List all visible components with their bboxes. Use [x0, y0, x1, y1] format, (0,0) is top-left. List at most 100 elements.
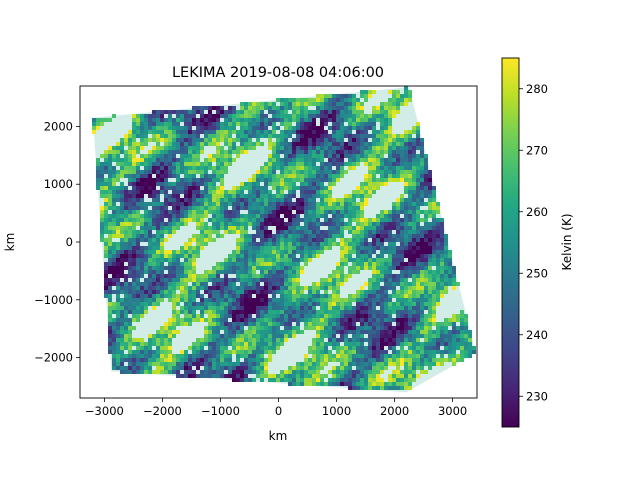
- heatmap-cell: [228, 214, 232, 218]
- heatmap-cell: [424, 214, 428, 218]
- heatmap-cell: [204, 306, 208, 310]
- heatmap-cell: [384, 230, 388, 234]
- heatmap-cell: [284, 102, 288, 106]
- heatmap-cell: [112, 190, 116, 194]
- heatmap-cell: [144, 366, 148, 370]
- heatmap-cell: [148, 246, 152, 250]
- heatmap-cell: [132, 254, 136, 258]
- heatmap-cell: [128, 262, 132, 266]
- heatmap-cell: [332, 286, 336, 290]
- heatmap-cell: [320, 122, 324, 126]
- heatmap-cell: [312, 162, 316, 166]
- heatmap-cell: [252, 218, 256, 222]
- heatmap-cell: [388, 118, 392, 122]
- heatmap-cell: [244, 134, 248, 138]
- heatmap-cell: [348, 242, 352, 246]
- heatmap-cell: [388, 286, 392, 290]
- heatmap-cell: [200, 150, 204, 154]
- heatmap-cell: [164, 158, 168, 162]
- heatmap-cell: [364, 382, 368, 386]
- heatmap-cell: [320, 106, 324, 110]
- heatmap-cell: [400, 258, 404, 262]
- heatmap-cell: [372, 218, 376, 222]
- heatmap-cell: [204, 338, 208, 342]
- heatmap-cell: [460, 354, 464, 358]
- heatmap-cell: [348, 318, 352, 322]
- heatmap-cell: [248, 182, 252, 186]
- heatmap-cell: [372, 290, 376, 294]
- heatmap-cell: [328, 310, 332, 314]
- heatmap-cell: [264, 258, 268, 262]
- heatmap-cell: [384, 146, 388, 150]
- heatmap-cell: [104, 182, 108, 186]
- heatmap-cell: [136, 206, 140, 210]
- heatmap-cell: [328, 178, 332, 182]
- heatmap-cell: [376, 378, 380, 382]
- heatmap-cell: [324, 122, 328, 126]
- heatmap-cell: [380, 366, 384, 370]
- heatmap-cell: [208, 206, 212, 210]
- heatmap-cell: [156, 370, 160, 374]
- heatmap-cell: [392, 290, 396, 294]
- heatmap-cell: [272, 326, 276, 330]
- heatmap-cell: [136, 258, 140, 262]
- heatmap-cell: [404, 230, 408, 234]
- heatmap-cell: [188, 218, 192, 222]
- heatmap-cell: [332, 274, 336, 278]
- heatmap-cell: [212, 306, 216, 310]
- heatmap-cell: [140, 214, 144, 218]
- heatmap-cell: [284, 182, 288, 186]
- heatmap-cell: [144, 142, 148, 146]
- heatmap-cell: [416, 126, 420, 130]
- heatmap-cell: [400, 370, 404, 374]
- heatmap-cell: [388, 162, 392, 166]
- heatmap-cell: [380, 382, 384, 386]
- heatmap-cell: [136, 142, 140, 146]
- heatmap-cell: [416, 174, 420, 178]
- heatmap-cell: [108, 346, 112, 350]
- heatmap-cell: [360, 114, 364, 118]
- heatmap-cell: [120, 246, 124, 250]
- heatmap-cell: [288, 254, 292, 258]
- heatmap-cell: [168, 342, 172, 346]
- heatmap-cell: [240, 226, 244, 230]
- heatmap-cell: [208, 290, 212, 294]
- heatmap-cell: [368, 190, 372, 194]
- heatmap-cell: [272, 162, 276, 166]
- heatmap-cell: [360, 318, 364, 322]
- heatmap-cell: [136, 222, 140, 226]
- heatmap-cell: [172, 270, 176, 274]
- heatmap-cell: [184, 290, 188, 294]
- heatmap-cell: [228, 210, 232, 214]
- heatmap-cell: [200, 110, 204, 114]
- heatmap-cell: [144, 278, 148, 282]
- heatmap-cell: [244, 330, 248, 334]
- heatmap-cell: [384, 150, 388, 154]
- heatmap-cell: [228, 258, 232, 262]
- heatmap-cell: [288, 246, 292, 250]
- heatmap-cell: [344, 238, 348, 242]
- heatmap-cell: [360, 230, 364, 234]
- heatmap-cell: [252, 350, 256, 354]
- heatmap-cell: [168, 230, 172, 234]
- heatmap-cell: [220, 146, 224, 150]
- heatmap-cell: [236, 150, 240, 154]
- heatmap-cell: [208, 342, 212, 346]
- heatmap-cell: [256, 326, 260, 330]
- heatmap-cell: [344, 94, 348, 98]
- heatmap-cell: [348, 162, 352, 166]
- heatmap-cell: [380, 134, 384, 138]
- heatmap-cell: [208, 322, 212, 326]
- heatmap-cell: [284, 310, 288, 314]
- heatmap-cell: [172, 138, 176, 142]
- heatmap-cell: [408, 162, 412, 166]
- heatmap-cell: [108, 218, 112, 222]
- heatmap-cell: [208, 142, 212, 146]
- heatmap-cell: [204, 202, 208, 206]
- heatmap-cell: [388, 106, 392, 110]
- heatmap-cell: [420, 190, 424, 194]
- heatmap-cell: [336, 174, 340, 178]
- heatmap-cell: [364, 174, 368, 178]
- heatmap-cell: [352, 342, 356, 346]
- heatmap-cell: [416, 362, 420, 366]
